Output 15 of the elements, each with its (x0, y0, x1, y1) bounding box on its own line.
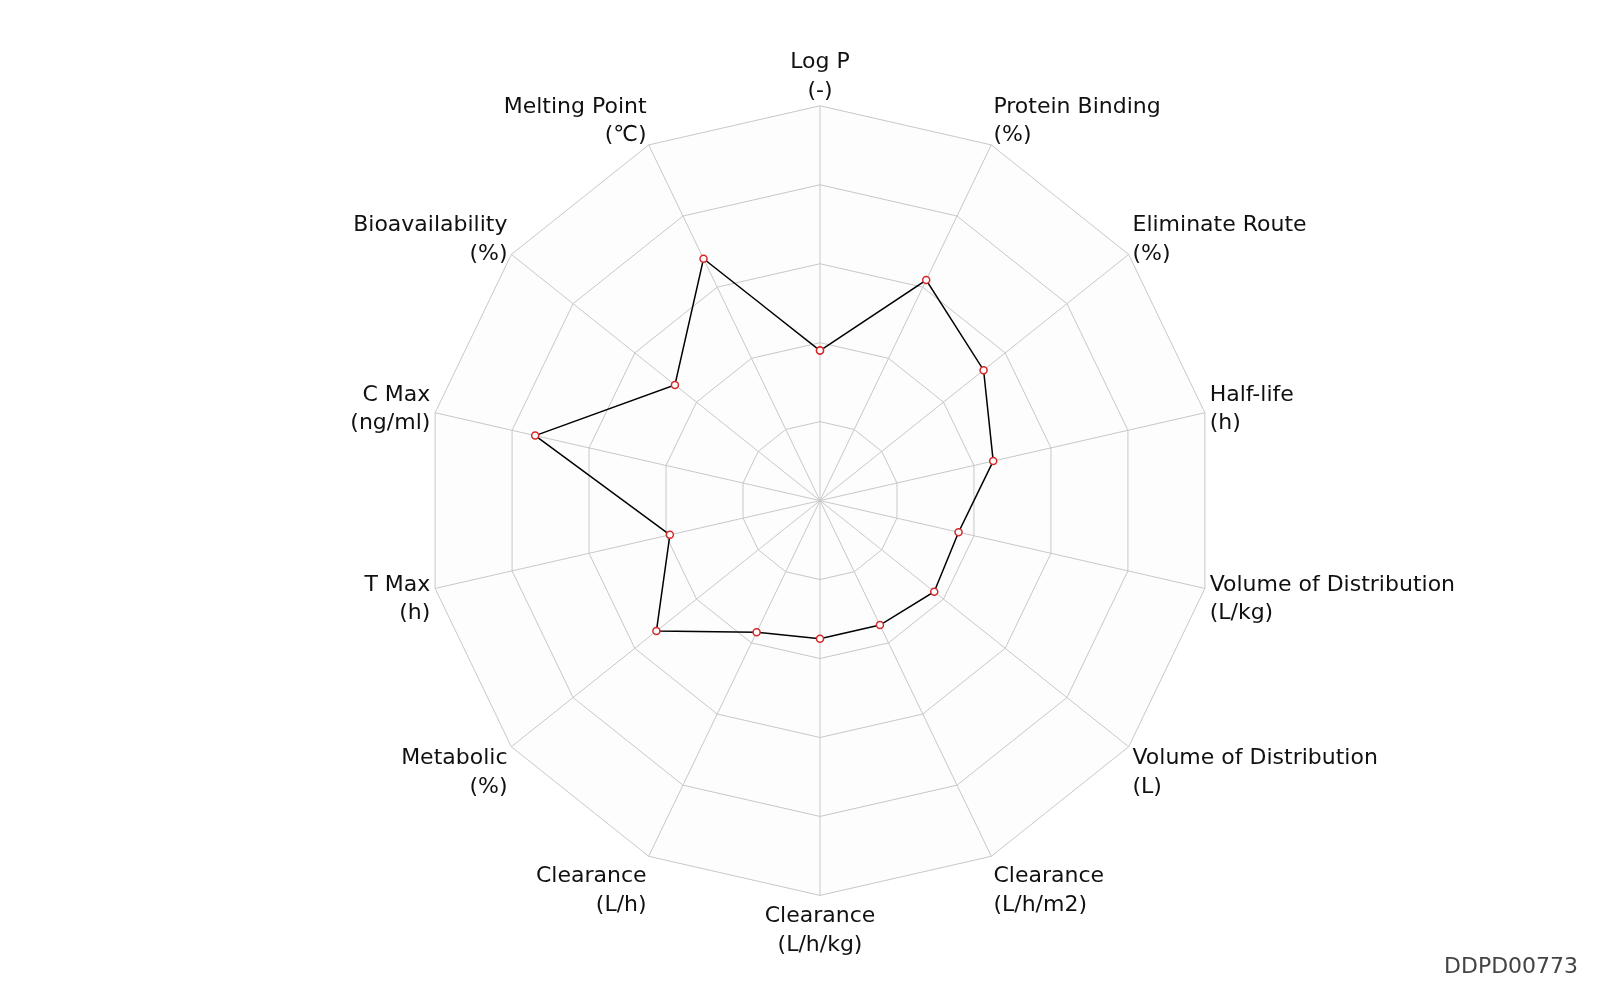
spoke-label: Log P (-) (790, 47, 850, 102)
spoke-label: Half-life (h) (1209, 380, 1294, 435)
spoke-label: Volume of Distribution (L) (1132, 744, 1378, 798)
spoke-label: Eliminate Route (%) (1132, 211, 1307, 266)
spoke-label: Clearance (L/h/kg) (764, 902, 876, 956)
spoke-label: Clearance (L/h) (535, 862, 647, 917)
spoke-label: T Max (h) (363, 570, 431, 625)
spoke-label: Protein Binding (%) (993, 92, 1161, 147)
spoke-label: Melting Point (℃) (503, 92, 647, 147)
spoke-label: Metabolic (%) (401, 744, 508, 798)
spoke-label: Clearance (L/h/m2) (993, 862, 1105, 917)
text: DDPD00773 (1444, 953, 1579, 978)
spoke-label: Volume of Distribution (L/kg) (1209, 570, 1456, 625)
spoke-label: Bioavailability (%) (353, 211, 508, 266)
spoke-label: C Max (ng/ml) (350, 380, 431, 435)
